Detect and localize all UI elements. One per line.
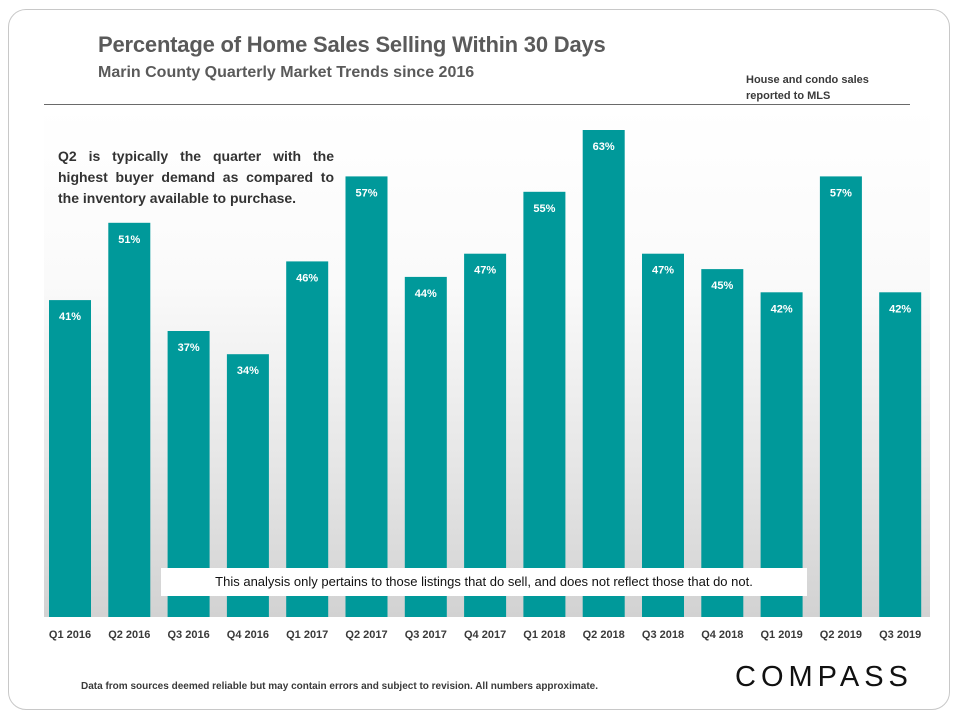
x-tick-label: Q2 2017 bbox=[345, 629, 387, 641]
data-label: 42% bbox=[889, 303, 911, 315]
x-tick-label: Q1 2018 bbox=[523, 629, 565, 641]
chart-subtitle: Marin County Quarterly Market Trends sin… bbox=[98, 64, 475, 81]
data-label: 45% bbox=[711, 280, 733, 292]
bar-q2-2017 bbox=[345, 176, 388, 617]
bar-q3-2018 bbox=[642, 253, 684, 617]
x-tick-label: Q3 2018 bbox=[642, 629, 684, 641]
data-label: 57% bbox=[355, 187, 377, 199]
data-label: 37% bbox=[178, 342, 200, 354]
x-tick-label: Q4 2016 bbox=[227, 629, 269, 641]
bar-q2-2018 bbox=[582, 130, 625, 617]
data-label: 51% bbox=[118, 234, 140, 246]
chart-title: Percentage of Home Sales Selling Within … bbox=[98, 32, 606, 57]
bar-q4-2017 bbox=[464, 253, 507, 617]
x-tick-label: Q2 2016 bbox=[108, 629, 150, 641]
bar-q1-2018 bbox=[523, 191, 566, 618]
bar-q4-2018 bbox=[701, 269, 744, 617]
data-label: 63% bbox=[593, 141, 615, 153]
data-label: 46% bbox=[296, 272, 318, 284]
callout-text: Q2 is typically the quarter with the hig… bbox=[58, 148, 334, 206]
bar-q3-2019 bbox=[879, 292, 922, 617]
x-tick-label: Q4 2017 bbox=[464, 629, 506, 641]
data-label: 57% bbox=[830, 187, 852, 199]
data-label: 55% bbox=[533, 203, 555, 215]
footer-note: Data from sources deemed reliable but ma… bbox=[81, 681, 598, 692]
bar-q1-2017 bbox=[286, 261, 329, 617]
data-label: 42% bbox=[771, 303, 793, 315]
x-tick-label: Q3 2017 bbox=[405, 629, 447, 641]
source-note: House and condo sales reported to MLS bbox=[746, 74, 869, 102]
disclaimer-box: This analysis only pertains to those lis… bbox=[161, 568, 807, 596]
bar-q1-2019 bbox=[760, 292, 803, 617]
data-label: 47% bbox=[652, 265, 674, 277]
x-tick-label: Q2 2018 bbox=[583, 629, 625, 641]
compass-logo: COMPASS bbox=[735, 661, 911, 693]
data-label: 47% bbox=[474, 265, 496, 277]
bar-q2-2019 bbox=[819, 176, 862, 617]
header-divider bbox=[44, 104, 910, 105]
x-tick-label: Q4 2018 bbox=[701, 629, 743, 641]
data-label: 44% bbox=[415, 288, 437, 300]
bar-q1-2016 bbox=[49, 300, 91, 617]
x-tick-label: Q2 2019 bbox=[820, 629, 862, 641]
x-tick-label: Q1 2017 bbox=[286, 629, 328, 641]
bar-q3-2017 bbox=[404, 276, 447, 617]
compass-wordmark: COMPASS bbox=[735, 661, 911, 693]
x-tick-label: Q3 2016 bbox=[167, 629, 209, 641]
bar-q2-2016 bbox=[108, 222, 151, 618]
x-tick-label: Q1 2019 bbox=[760, 629, 802, 641]
x-tick-label: Q3 2019 bbox=[879, 629, 921, 641]
x-tick-label: Q1 2016 bbox=[49, 629, 91, 641]
data-label: 41% bbox=[59, 311, 81, 323]
data-label: 34% bbox=[237, 365, 259, 377]
